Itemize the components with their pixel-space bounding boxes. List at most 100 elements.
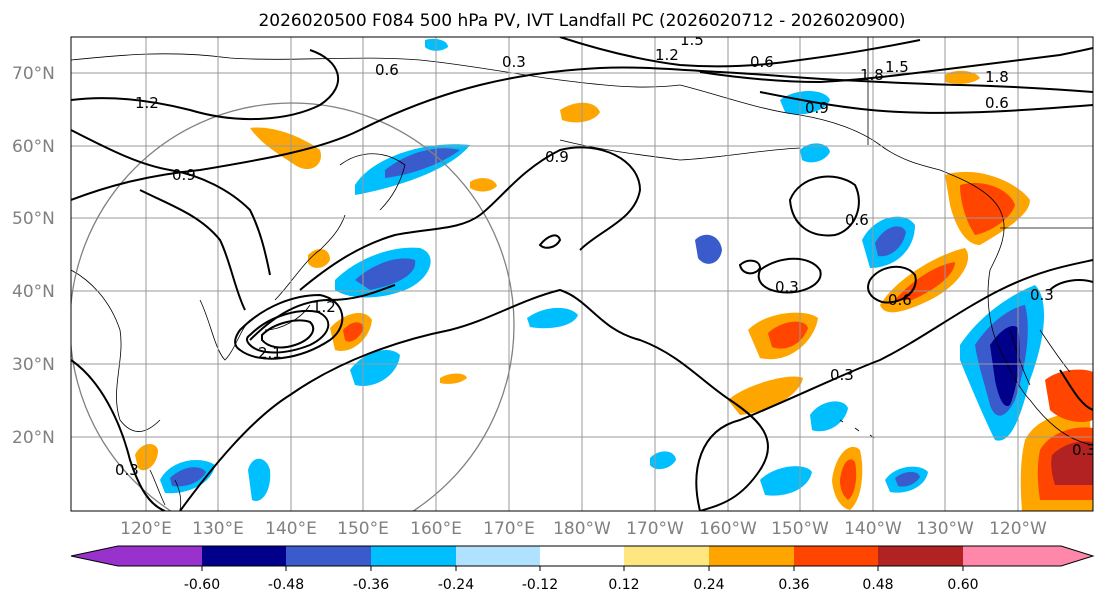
cb-label-8: 0.36: [778, 577, 809, 593]
colorbar-outline: [70, 545, 1095, 567]
latitude-labels: 70°N 60°N 50°N 40°N 30°N 20°N: [12, 64, 55, 448]
contour-label-0p3-loop: 0.3: [775, 278, 799, 296]
shade-neg-subtropics-core: [895, 471, 920, 487]
shade-neg-trop-1: [760, 466, 812, 496]
pv-contour-0p6-low: [867, 265, 917, 304]
contour-label-0p6-alaska: 0.6: [750, 53, 774, 71]
shade-pos-japan-sea: [308, 248, 330, 268]
shade-neg-kuril-core: [355, 258, 416, 290]
lon-label-160w: 160°W: [699, 519, 757, 539]
pv-contour-small-2: [738, 259, 762, 275]
colorbar-swatch: [963, 546, 1061, 566]
pv-contour-0p3-west: [71, 359, 166, 511]
colorbar-swatch: [624, 546, 709, 566]
colorbar-swatch: [118, 546, 202, 566]
coast-kamchatka: [339, 153, 406, 211]
lat-label-60n: 60°N: [12, 137, 55, 157]
colorbar-ticks: [201, 566, 964, 571]
colorbar-swatches: [71, 546, 1093, 566]
shade-neg-arctic: [780, 91, 830, 115]
pv-contour-0p9-main: [299, 146, 642, 291]
contour-label-1p2-arctic: 1.2: [655, 46, 679, 64]
lon-label-130w: 130°W: [916, 519, 974, 539]
contour-label-1p5-east: 1.5: [885, 58, 909, 76]
focus-circle: [71, 102, 515, 511]
lat-label-50n: 50°N: [12, 209, 55, 229]
pv-contour-se-edge: [1059, 369, 1093, 411]
shade-pos-mexico-max: [1051, 441, 1093, 485]
contour-label-0p3-baja: 0.3: [1030, 286, 1054, 304]
contour-label-0p9-siberia: 0.9: [172, 166, 196, 184]
shade-pos-trop-3: [440, 373, 467, 384]
lon-label-170w: 170°W: [626, 519, 684, 539]
lon-label-160e: 160°E: [410, 519, 462, 539]
colorbar-swatch: [540, 546, 624, 566]
colorbar-swatch: [794, 546, 878, 566]
map-panel: 0.3 0.3 0.3 0.3 0.3 0.3 0.6 0.6 0.6 0.6 …: [12, 31, 1096, 539]
shade-neg-alaska: [800, 143, 830, 163]
lon-label-170e: 170°E: [483, 519, 535, 539]
shade-pos-aleutian: [470, 178, 497, 192]
pv-contour-small-1: [538, 234, 562, 249]
colorbar: -0.60 -0.48 -0.36 -0.24 -0.12 0.12 0.24 …: [70, 545, 1095, 593]
longitude-labels: 120°E 130°E 140°E 150°E 160°E 170°E 180°…: [120, 519, 1047, 539]
shade-pos-mid-pac-1-core: [768, 321, 808, 349]
coast-korea: [199, 299, 251, 361]
pv-contour-0p6-upper: [71, 66, 1093, 201]
colorbar-tick-labels: -0.60 -0.48 -0.36 -0.24 -0.12 0.12 0.24 …: [184, 577, 979, 593]
pv-contour-siberia-inner: [139, 189, 246, 311]
lat-label-70n: 70°N: [12, 64, 55, 84]
colorbar-swatch: [878, 546, 963, 566]
contour-label-0p3-sw: 0.3: [115, 461, 139, 479]
shade-pos-japan-east-core: [343, 322, 364, 342]
lon-label-120w: 120°W: [989, 519, 1047, 539]
pv-contour-0p9-north: [71, 129, 271, 276]
shade-pos-arctic: [560, 102, 600, 123]
shade-pos-gulf-alaska-core: [960, 182, 1015, 235]
contour-label-0p9-bering: 0.9: [545, 148, 569, 166]
contour-label-0p3-mexico: 0.3: [1072, 441, 1096, 459]
contour-label-2p1-trough: 2.1: [258, 344, 282, 362]
lon-label-130e: 130°E: [192, 519, 244, 539]
shade-pos-okhotsk: [250, 127, 321, 170]
pv-contour-0p3-loop: [757, 257, 822, 294]
lat-label-30n: 30°N: [12, 355, 55, 375]
pv-contour-1p2-north: [71, 49, 340, 121]
pv-contour-0p3-main: [179, 288, 770, 511]
contour-label-0p3-central: 0.3: [502, 53, 526, 71]
pv-contour-arctic-1: [559, 37, 921, 68]
shade-neg-philippine-sea-core: [170, 467, 206, 487]
colorbar-swatch: [709, 546, 794, 566]
lon-label-120e: 120°E: [120, 519, 172, 539]
pv-contour-2p1-trough: [261, 319, 315, 349]
shade-neg-east-pac-2-core: [875, 226, 906, 257]
lat-label-20n: 20°N: [12, 428, 55, 448]
contour-labels: 0.3 0.3 0.3 0.3 0.3 0.3 0.6 0.6 0.6 0.6 …: [115, 31, 1096, 479]
cb-label-4: -0.24: [438, 577, 474, 593]
contour-label-0p6-loop: 0.6: [845, 211, 869, 229]
contour-label-0p3-east: 0.3: [830, 366, 854, 384]
cb-label-2: -0.48: [268, 577, 304, 593]
coastlines: [71, 37, 1093, 511]
shade-neg-hawaii: [810, 401, 848, 432]
lon-label-180w: 180°W: [553, 519, 611, 539]
cb-label-1: -0.60: [184, 577, 220, 593]
coast-alaska: [679, 84, 1005, 271]
colorbar-swatch: [371, 546, 456, 566]
pv-contour-arctic-2: [699, 47, 1093, 84]
shade-pos-mid-pac-2: [728, 376, 803, 415]
lon-label-140e: 140°E: [265, 519, 317, 539]
lat-label-40n: 40°N: [12, 282, 55, 302]
shade-pos-trop-2-core: [840, 459, 857, 500]
cb-label-7: 0.24: [693, 577, 724, 593]
contour-label-0p9-arctic: 0.9: [805, 99, 829, 117]
contour-label-1p8-far-east: 1.8: [985, 68, 1009, 86]
shade-neg-baja-core: [990, 325, 1020, 406]
contour-label-1p5-arctic: 1.5: [680, 31, 704, 49]
cb-label-5: -0.12: [522, 577, 558, 593]
colorbar-extend-max: [1061, 546, 1093, 566]
cb-label-6: 0.12: [608, 577, 639, 593]
cb-label-9: 0.48: [862, 577, 893, 593]
coast-siberia-north: [71, 53, 681, 88]
